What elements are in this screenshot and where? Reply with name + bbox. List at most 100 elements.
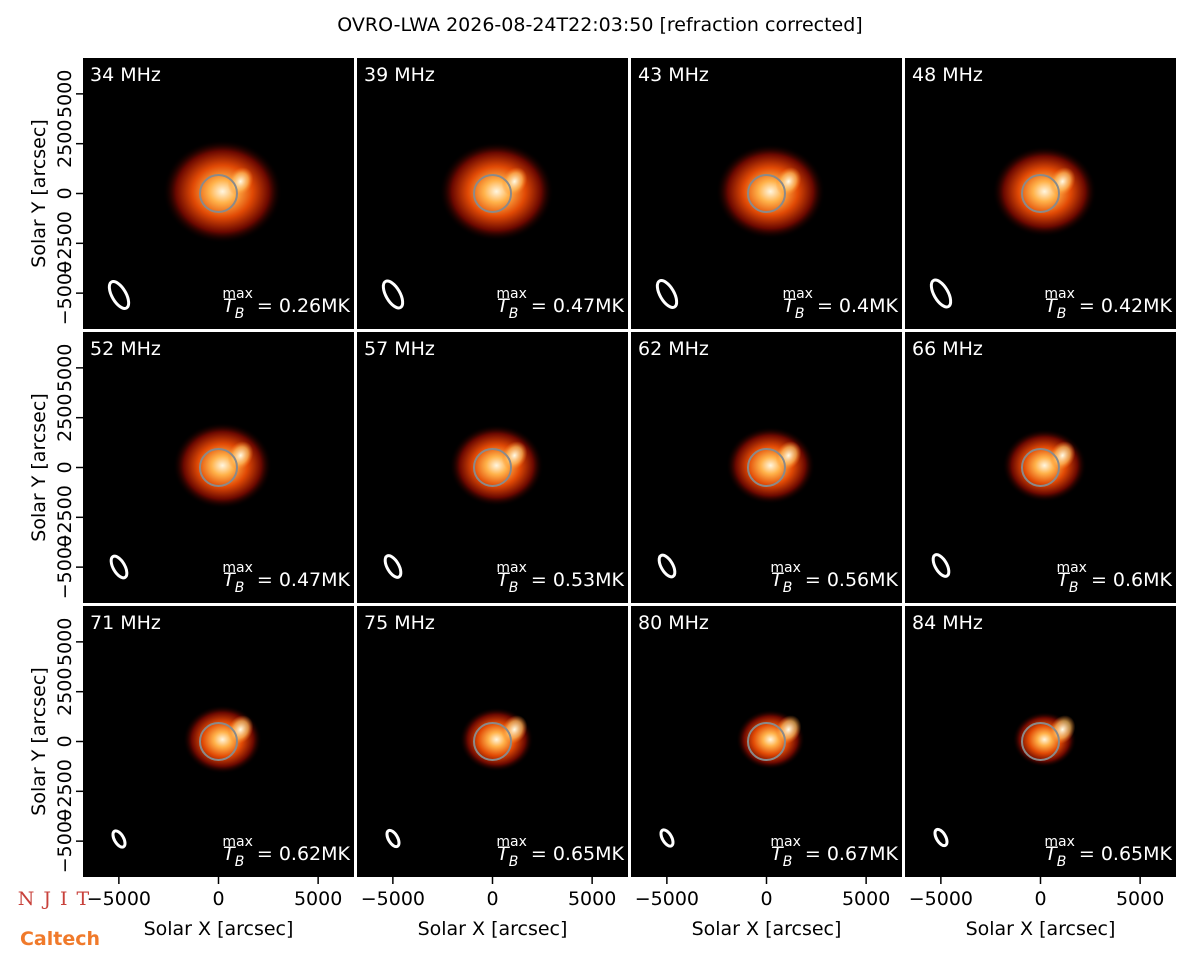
tb-part: T bbox=[1057, 569, 1070, 591]
tb-part: T bbox=[783, 295, 796, 317]
tb-part: max bbox=[770, 560, 801, 576]
tb-part: max bbox=[496, 560, 527, 576]
emission-blob bbox=[715, 143, 826, 240]
beam bbox=[383, 554, 403, 579]
tb-part: = 0.67MK bbox=[805, 843, 899, 865]
tb-part: B bbox=[509, 306, 519, 322]
beam bbox=[107, 280, 131, 310]
solar-disk bbox=[1021, 174, 1060, 213]
emission-spot bbox=[227, 715, 254, 744]
emission-spot bbox=[227, 441, 254, 470]
tb-part: max bbox=[496, 834, 527, 850]
tb-part: = 0.62MK bbox=[257, 843, 351, 865]
emission-blob bbox=[1002, 428, 1087, 503]
solar-disk bbox=[1021, 722, 1060, 761]
frequency-label: 62 MHz bbox=[638, 338, 709, 360]
tb-part: T bbox=[223, 569, 236, 591]
y-tick-label: 0 bbox=[54, 187, 76, 199]
tb-part: B bbox=[1057, 306, 1067, 322]
x-axis-label: Solar X [arcsec] bbox=[144, 918, 294, 940]
frequency-label: 84 MHz bbox=[912, 612, 983, 634]
x-tick-label: 0 bbox=[212, 888, 224, 910]
x-tick-label: 0 bbox=[1034, 888, 1046, 910]
tb-max-label: TBmax= 0.65MK bbox=[1044, 834, 1172, 870]
y-tick-label: −2500 bbox=[54, 759, 76, 823]
frequency-label: 66 MHz bbox=[912, 338, 983, 360]
solar-disk bbox=[199, 174, 238, 213]
y-tick-label: −5000 bbox=[54, 535, 76, 599]
emission-blob bbox=[439, 141, 554, 242]
tb-part: max bbox=[222, 286, 253, 302]
emission-blob bbox=[725, 426, 816, 505]
frequency-label: 71 MHz bbox=[90, 612, 161, 634]
emission-spot bbox=[775, 715, 802, 744]
tb-part: B bbox=[795, 306, 805, 322]
tb-part: max bbox=[222, 834, 253, 850]
tb-part: B bbox=[509, 580, 519, 596]
y-tick-label: 5000 bbox=[54, 618, 76, 666]
x-tick-label: −5000 bbox=[635, 888, 699, 910]
panel: 39 MHz TBmax= 0.47MK bbox=[357, 58, 628, 329]
solar-disk bbox=[473, 448, 512, 487]
tb-part: B bbox=[1057, 854, 1067, 870]
x-tick-label: 0 bbox=[760, 888, 772, 910]
y-axis-label: Solar Y [arcsec] bbox=[28, 667, 50, 815]
tb-part: T bbox=[771, 843, 784, 865]
tb-part: T bbox=[771, 569, 784, 591]
tb-part: T bbox=[223, 295, 236, 317]
emission-blob bbox=[182, 705, 263, 774]
tb-part: T bbox=[497, 569, 510, 591]
solar-disk bbox=[747, 448, 786, 487]
x-tick-label: −5000 bbox=[909, 888, 973, 910]
solar-disk bbox=[199, 448, 238, 487]
emission-spot bbox=[1049, 715, 1076, 744]
emission-spot bbox=[775, 167, 802, 196]
beam bbox=[931, 553, 951, 578]
logo-caltech: Caltech bbox=[20, 928, 100, 950]
beam bbox=[109, 554, 129, 580]
emission-blob bbox=[172, 422, 273, 509]
tb-part: max bbox=[1044, 834, 1075, 850]
y-tick-label: 0 bbox=[54, 735, 76, 747]
tb-part: B bbox=[235, 580, 245, 596]
tb-part: = 0.53MK bbox=[531, 569, 625, 591]
emission-spot bbox=[1049, 167, 1076, 196]
tb-part: = 0.42MK bbox=[1079, 295, 1173, 317]
tb-part: = 0.65MK bbox=[1079, 843, 1173, 865]
y-tick-label: 2500 bbox=[54, 394, 76, 442]
tb-part: = 0.56MK bbox=[805, 569, 899, 591]
tb-part: T bbox=[223, 843, 236, 865]
beam bbox=[929, 278, 953, 309]
tb-part: T bbox=[497, 843, 510, 865]
solar-disk bbox=[473, 722, 512, 761]
emission-blob bbox=[162, 139, 283, 244]
x-tick-label: 5000 bbox=[842, 888, 890, 910]
beam bbox=[111, 829, 127, 849]
beam bbox=[657, 553, 677, 579]
panel: 43 MHz TBmax= 0.4MK bbox=[631, 58, 902, 329]
tb-max-label: TBmax= 0.47MK bbox=[496, 286, 624, 322]
x-tick-label: −5000 bbox=[87, 888, 151, 910]
tb-max-label: TBmax= 0.26MK bbox=[222, 286, 350, 322]
y-tick-label: 5000 bbox=[54, 70, 76, 118]
panel: 48 MHz TBmax= 0.42MK bbox=[905, 58, 1176, 329]
tb-part: T bbox=[1045, 295, 1058, 317]
panel: 66 MHz TBmax= 0.6MK bbox=[905, 332, 1176, 603]
y-tick-label: −2500 bbox=[54, 211, 76, 275]
tb-part: = 0.47MK bbox=[257, 569, 351, 591]
tb-part: max bbox=[496, 286, 527, 302]
beam bbox=[381, 279, 405, 310]
panel: 62 MHz TBmax= 0.56MK bbox=[631, 332, 902, 603]
tb-part: B bbox=[235, 854, 245, 870]
frequency-label: 75 MHz bbox=[364, 612, 435, 634]
emission-spot bbox=[501, 441, 528, 470]
panel: 52 MHz TBmax= 0.47MK −5000−2500 0 25005000So… bbox=[28, 332, 354, 603]
solar-disk bbox=[473, 174, 512, 213]
frequency-label: 48 MHz bbox=[912, 64, 983, 86]
tb-part: T bbox=[1045, 843, 1058, 865]
y-tick-label: −5000 bbox=[54, 809, 76, 873]
figure-title: OVRO-LWA 2026-08-24T22:03:50 [refraction… bbox=[337, 14, 862, 36]
tb-part: B bbox=[783, 854, 793, 870]
